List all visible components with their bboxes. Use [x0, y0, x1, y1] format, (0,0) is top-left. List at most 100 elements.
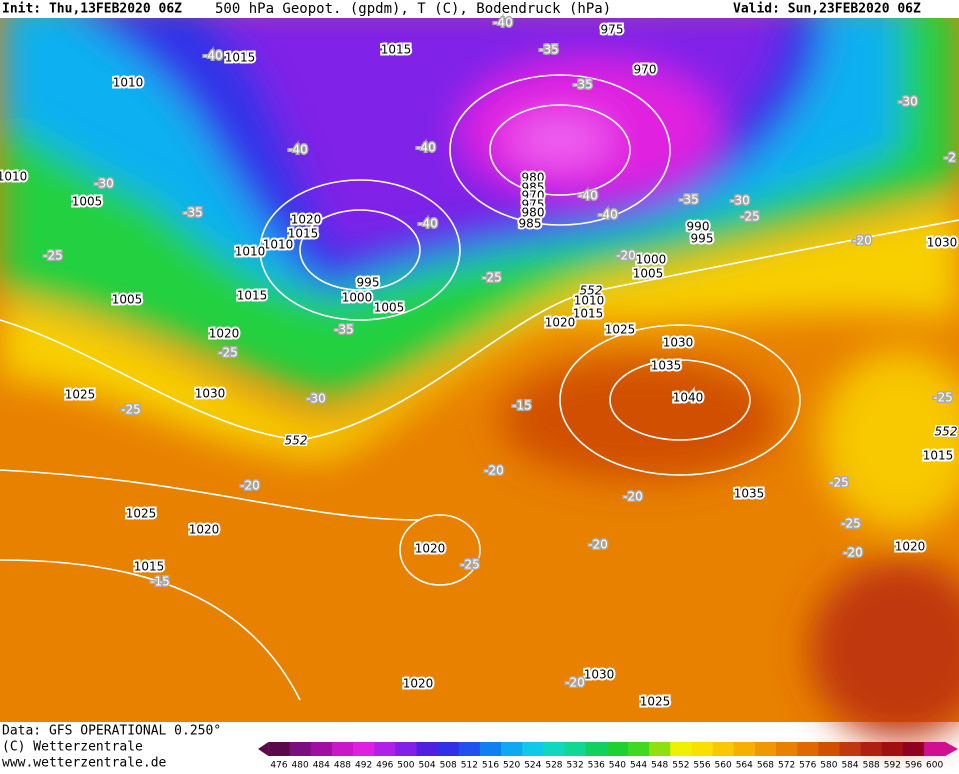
temperature-label: -25 [841, 517, 861, 531]
colorbar-swatch [881, 742, 904, 756]
isobar-label: 1025 [126, 507, 157, 521]
colorbar-label: 568 [757, 761, 774, 771]
colorbar-swatch [395, 742, 417, 756]
isobar-label: 1005 [72, 195, 103, 209]
colorbar-label: 584 [841, 761, 858, 771]
isobar-label: 1030 [927, 236, 958, 250]
colorbar-label: 600 [926, 761, 943, 771]
isobar-label: 975 [522, 198, 545, 212]
temperature-label: -30 [94, 177, 114, 191]
colorbar-label: 500 [397, 761, 414, 771]
isobar-label: 995 [691, 232, 714, 246]
isobar-label: 1020 [415, 542, 446, 556]
colorbar-label: 504 [418, 761, 435, 771]
temperature-label: -20 [240, 479, 260, 493]
colorbar-label: 576 [799, 761, 816, 771]
isobar-label: 1015 [237, 289, 268, 303]
colorbar-label: 572 [778, 761, 795, 771]
temperature-label: -20 [616, 249, 636, 263]
isobar-label: 1005 [374, 301, 405, 315]
colorbar-swatch [458, 742, 481, 756]
isobar-label: 1040 [673, 391, 704, 405]
colorbar-swatch [860, 742, 883, 756]
colorbar-swatch [585, 742, 608, 756]
isobar-label: 1020 [545, 316, 576, 330]
map-field [0, 0, 959, 740]
colorbar-swatch [627, 742, 650, 756]
colorbar-arrow-right [945, 742, 958, 756]
isobar-label: 1010 [235, 245, 266, 259]
colorbar-swatch [606, 742, 629, 756]
colorbar-swatch [754, 742, 777, 756]
isobar-label: 1020 [895, 540, 926, 554]
temperature-label: -15 [150, 575, 170, 589]
colorbar-swatch [268, 742, 291, 756]
map-title: 500 hPa Geopot. (gpdm), T (C), Bodendruc… [215, 1, 611, 17]
temperature-label: -35 [334, 323, 354, 337]
colorbar-swatch [416, 742, 439, 756]
colorbar-label: 560 [715, 761, 732, 771]
isobar-label: 1015 [923, 449, 954, 463]
colorbar: 476 480 484 488 492 496 500 504 508 512 516 520 524 5… [258, 742, 958, 771]
isobar-label: 1015 [573, 307, 604, 321]
colorbar-label: 540 [609, 761, 626, 771]
colorbar-swatch [776, 742, 798, 756]
isobar-label: 985 [522, 181, 545, 195]
colorbar-label: 556 [693, 761, 710, 771]
colorbar-swatch [902, 742, 925, 756]
temperature-label: -40 [493, 16, 513, 30]
data-source: Data: GFS OPERATIONAL 0.250° [2, 724, 221, 739]
height-label: 552 [580, 284, 603, 298]
valid-time: Valid: Sun,23FEB2020 06Z [733, 2, 921, 17]
temperature-label: -20 [852, 234, 872, 248]
colorbar-label: 592 [884, 761, 901, 771]
isobar-label: 985 [519, 217, 542, 231]
colorbar-label: 484 [313, 761, 330, 771]
colorbar-label: 528 [545, 761, 562, 771]
temperature-label: -15 [512, 399, 532, 413]
colorbar-swatch [353, 742, 375, 756]
temperature-label: -35 [573, 78, 593, 92]
colorbar-swatch [691, 742, 714, 756]
colorbar-label: 492 [355, 761, 372, 771]
temperature-label: -30 [730, 194, 750, 208]
isobar-label: 995 [357, 276, 380, 290]
colorbar-label: 596 [905, 761, 922, 771]
temperature-label: -25 [829, 476, 849, 490]
temperature-label: -40 [416, 141, 436, 155]
isobar-label: 1005 [633, 267, 664, 281]
isobar-label: 1030 [584, 668, 615, 682]
isobar-label: 1000 [636, 253, 667, 267]
colorbar-label: 544 [630, 761, 647, 771]
isobar-label: 1010 [263, 238, 294, 252]
colorbar-label: 588 [863, 761, 880, 771]
colorbar-label: 580 [820, 761, 837, 771]
colorbar-swatch [818, 742, 840, 756]
temperature-label: -20 [843, 546, 863, 560]
temperature-label: -2 [944, 151, 956, 165]
temperature-label: -25 [121, 403, 141, 417]
init-time: Init: Thu,13FEB2020 06Z [2, 2, 182, 17]
isobar-label: 990 [687, 220, 710, 234]
colorbar-swatch [289, 742, 312, 756]
colorbar-label: 564 [736, 761, 753, 771]
colorbar-swatch [310, 742, 333, 756]
isobar-label: 970 [522, 189, 545, 203]
isobar-label: 1010 [574, 294, 605, 308]
isobar-label: 1010 [113, 76, 144, 90]
colorbar-label: 520 [503, 761, 520, 771]
temperature-label: -25 [482, 271, 502, 285]
colorbar-swatch [797, 742, 819, 756]
isobar-label: 1020 [189, 523, 220, 537]
isobar-label: 1005 [112, 293, 143, 307]
temperature-label: -30 [306, 392, 326, 406]
colorbar-label: 516 [482, 761, 499, 771]
colorbar-swatch [839, 742, 862, 756]
isobar-label: 1020 [403, 677, 434, 691]
isobar-label: 1025 [65, 388, 96, 402]
isobar-label: 1010 [0, 170, 27, 184]
temperature-label: -25 [218, 346, 238, 360]
temperature-label: -25 [933, 391, 953, 405]
copyright: (C) Wetterzentrale [2, 740, 143, 755]
